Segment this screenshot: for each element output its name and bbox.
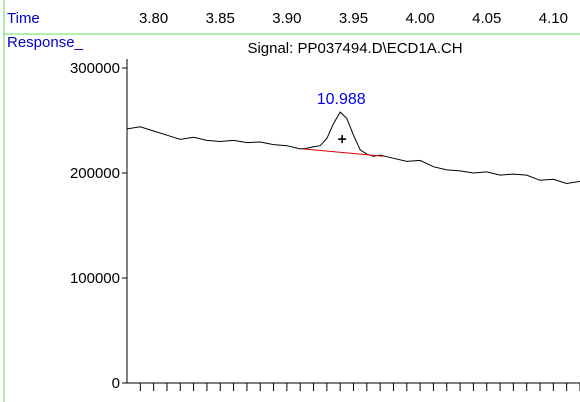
- time-axis-label: Time: [7, 10, 40, 27]
- y-tick-label: 0: [112, 375, 120, 392]
- time-tick-label: 3.80: [139, 10, 168, 27]
- y-tick-label: 100000: [70, 270, 120, 287]
- time-tick-label: 3.85: [206, 10, 235, 27]
- peak-apex-marker: [338, 135, 347, 144]
- time-tick-label: 4.00: [406, 10, 435, 27]
- peak-baseline: [302, 148, 383, 157]
- signal-title: Signal: PP037494.D\ECD1A.CH: [247, 40, 462, 57]
- time-tick-label: 4.10: [539, 10, 568, 27]
- time-tick-label: 3.95: [339, 10, 368, 27]
- time-tick-label: 4.05: [472, 10, 501, 27]
- response-axis-label: Response_: [7, 34, 84, 51]
- time-tick-label: 3.90: [272, 10, 301, 27]
- peak-time-label: 10.988: [317, 91, 366, 108]
- y-tick-label: 200000: [70, 165, 120, 182]
- signal-trace: [126, 111, 580, 185]
- y-tick-label: 300000: [70, 60, 120, 77]
